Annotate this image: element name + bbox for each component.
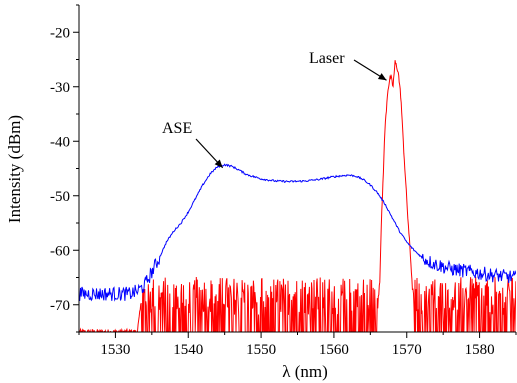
- annotation-layer: ASE Laser: [162, 50, 387, 169]
- y-tick-label: -50: [50, 189, 70, 205]
- y-tick-label: -30: [50, 80, 70, 96]
- y-tick-label: -20: [50, 25, 70, 41]
- data-layer: [79, 60, 516, 332]
- y-tick-label: -70: [50, 298, 70, 314]
- series-laser-line: [79, 60, 516, 332]
- y-tick-label: -60: [50, 243, 70, 259]
- annotation-ase: ASE: [162, 120, 192, 137]
- annotation-laser: Laser: [309, 50, 345, 67]
- axes-layer: 1530 1540 1550 1560 1570 1580 -70 -60 -50 -40 -30 -…: [50, 4, 517, 358]
- series-ase-line: [79, 163, 516, 302]
- x-tick-label: 1530: [100, 342, 130, 358]
- annotation-ase-arrow-head: [214, 159, 223, 168]
- x-tick-label: 1570: [392, 342, 422, 358]
- x-axis-title: λ (nm): [282, 362, 328, 381]
- x-tick-label: 1580: [465, 342, 495, 358]
- y-axis-title: Intensity (dBm): [5, 115, 24, 223]
- y-tick-label: -40: [50, 134, 70, 150]
- x-tick-label: 1540: [173, 342, 203, 358]
- x-tick-label: 1550: [246, 342, 276, 358]
- x-tick-label: 1560: [319, 342, 349, 358]
- annotation-laser-arrow-head: [377, 73, 387, 81]
